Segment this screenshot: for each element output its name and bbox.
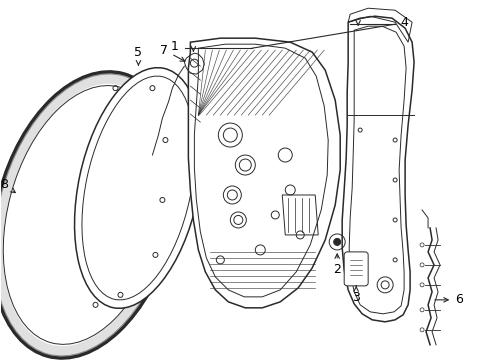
Polygon shape xyxy=(342,16,414,322)
Ellipse shape xyxy=(0,73,178,357)
Ellipse shape xyxy=(74,68,202,308)
Text: 5: 5 xyxy=(134,46,143,65)
Circle shape xyxy=(334,238,341,246)
Text: 1: 1 xyxy=(171,40,178,53)
Text: 6: 6 xyxy=(435,293,463,306)
Text: 7: 7 xyxy=(160,44,185,61)
Text: 3: 3 xyxy=(352,286,360,304)
Text: 8: 8 xyxy=(0,179,15,193)
Text: 4: 4 xyxy=(400,16,408,29)
Polygon shape xyxy=(188,38,340,308)
FancyBboxPatch shape xyxy=(344,252,368,286)
Text: 2: 2 xyxy=(333,254,341,276)
